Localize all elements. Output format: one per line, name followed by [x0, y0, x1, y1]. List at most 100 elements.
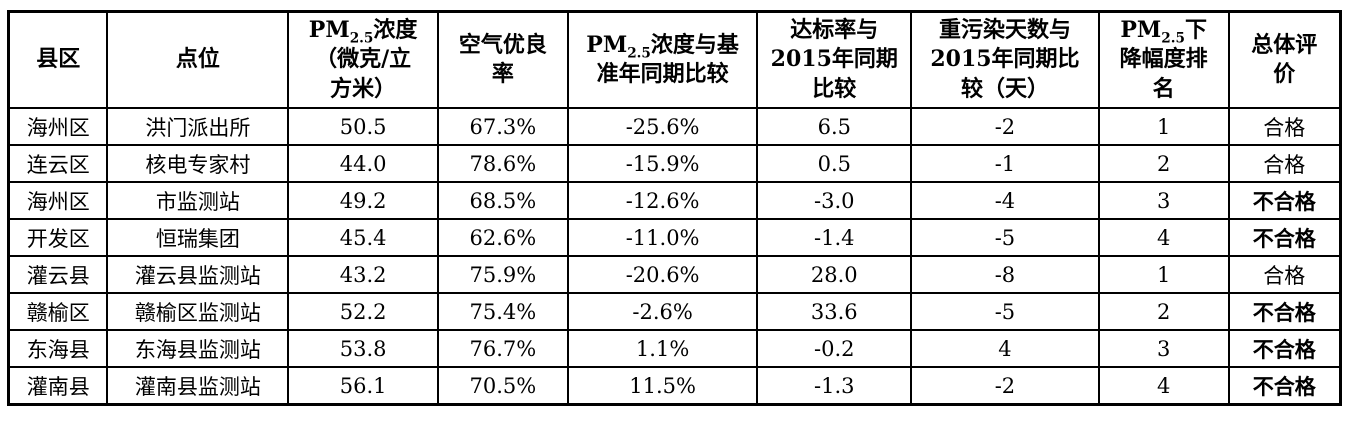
air-quality-table: 县区 点位 PM2.5浓度 （微克/立 方米） 空气优良 率 PM2.5浓度与基 准年同… [7, 10, 1342, 406]
column-header-evaluation: 总体评 价 [1227, 10, 1342, 109]
table-row: 灌云县 灌云县监测站 43.2 75.9% -20.6% 28.0 -8 1 合格 [7, 255, 1342, 294]
cell-evaluation: 不合格 [1227, 292, 1342, 331]
cell-heavy_days_vs_2015: -2 [910, 107, 1100, 146]
cell-pm25: 52.2 [287, 292, 439, 331]
cell-site: 核电专家村 [106, 144, 290, 183]
cell-pm25_vs_base: -12.6% [566, 181, 759, 220]
cell-site: 市监测站 [106, 181, 290, 220]
cell-good_rate: 76.7% [436, 329, 569, 368]
cell-evaluation: 合格 [1227, 107, 1342, 146]
header-label-part: 重污染天数与 2015年同期比 较（天） [930, 17, 1080, 102]
cell-attain_vs_2015: -1.4 [756, 218, 913, 257]
cell-pm25_vs_base: 11.5% [566, 366, 759, 406]
cell-good_rate: 75.4% [436, 292, 569, 331]
cell-good_rate: 78.6% [436, 144, 569, 183]
cell-pm25_rank: 4 [1097, 218, 1230, 257]
header-label-part: 达标率与 2015年同期 比较 [770, 17, 898, 102]
cell-attain_vs_2015: -1.3 [756, 366, 913, 406]
cell-attain_vs_2015: -0.2 [756, 329, 913, 368]
cell-heavy_days_vs_2015: -1 [910, 144, 1100, 183]
table-body: 海州区 洪门派出所 50.5 67.3% -25.6% 6.5 -2 1 合格 连云区 核电专家村 4… [7, 107, 1342, 406]
cell-heavy_days_vs_2015: 4 [910, 329, 1100, 368]
pm25-subscript: 2.5 [1161, 30, 1185, 47]
cell-good_rate: 70.5% [436, 366, 569, 406]
cell-good_rate: 67.3% [436, 107, 569, 146]
cell-district: 海州区 [7, 107, 109, 146]
cell-attain_vs_2015: -3.0 [756, 181, 913, 220]
table-row: 开发区 恒瑞集团 45.4 62.6% -11.0% -1.4 -5 4 不合格 [7, 218, 1342, 257]
cell-pm25_vs_base: -25.6% [566, 107, 759, 146]
table-row: 赣榆区 赣榆区监测站 52.2 75.4% -2.6% 33.6 -5 2 不合格 [7, 292, 1342, 331]
cell-pm25_vs_base: -15.9% [566, 144, 759, 183]
cell-pm25_vs_base: -11.0% [566, 218, 759, 257]
table-row: 东海县 东海县监测站 53.8 76.7% 1.1% -0.2 4 3 不合格 [7, 329, 1342, 368]
column-header-pm25_vs_base: PM2.5浓度与基 准年同期比较 [566, 10, 759, 109]
cell-district: 东海县 [7, 329, 109, 368]
cell-pm25_rank: 3 [1097, 181, 1230, 220]
header-label-part: 下 降幅度排 名 [1119, 17, 1208, 102]
column-header-attain_vs_2015: 达标率与 2015年同期 比较 [756, 10, 913, 109]
header-row: 县区 点位 PM2.5浓度 （微克/立 方米） 空气优良 率 PM2.5浓度与基 准年同… [7, 10, 1342, 109]
cell-pm25_vs_base: -2.6% [566, 292, 759, 331]
cell-district: 海州区 [7, 181, 109, 220]
column-header-pm25_rank: PM2.5下 降幅度排 名 [1097, 10, 1230, 109]
cell-pm25: 56.1 [287, 366, 439, 406]
cell-heavy_days_vs_2015: -4 [910, 181, 1100, 220]
cell-good_rate: 62.6% [436, 218, 569, 257]
table-row: 海州区 洪门派出所 50.5 67.3% -25.6% 6.5 -2 1 合格 [7, 107, 1342, 146]
header-label-part: PM [1120, 17, 1162, 44]
table-head: 县区 点位 PM2.5浓度 （微克/立 方米） 空气优良 率 PM2.5浓度与基 准年同… [7, 10, 1342, 109]
cell-district: 连云区 [7, 144, 109, 183]
cell-attain_vs_2015: 28.0 [756, 255, 913, 294]
cell-pm25: 45.4 [287, 218, 439, 257]
header-label-part: PM [586, 31, 628, 58]
column-header-site: 点位 [106, 10, 290, 109]
cell-site: 灌云县监测站 [106, 255, 290, 294]
cell-attain_vs_2015: 6.5 [756, 107, 913, 146]
cell-district: 灌云县 [7, 255, 109, 294]
table-row: 灌南县 灌南县监测站 56.1 70.5% 11.5% -1.3 -2 4 不合格 [7, 366, 1342, 406]
cell-heavy_days_vs_2015: -2 [910, 366, 1100, 406]
cell-pm25: 49.2 [287, 181, 439, 220]
header-label-part: 空气优良 率 [458, 31, 547, 87]
table-row: 连云区 核电专家村 44.0 78.6% -15.9% 0.5 -1 2 合格 [7, 144, 1342, 183]
cell-site: 赣榆区监测站 [106, 292, 290, 331]
cell-evaluation: 合格 [1227, 144, 1342, 183]
cell-pm25_rank: 1 [1097, 255, 1230, 294]
cell-good_rate: 68.5% [436, 181, 569, 220]
cell-evaluation: 不合格 [1227, 329, 1342, 368]
header-label-part: PM [308, 17, 350, 44]
cell-attain_vs_2015: 0.5 [756, 144, 913, 183]
cell-heavy_days_vs_2015: -8 [910, 255, 1100, 294]
pm25-subscript: 2.5 [627, 45, 651, 62]
header-label-part: 点位 [175, 46, 220, 73]
cell-district: 灌南县 [7, 366, 109, 406]
cell-good_rate: 75.9% [436, 255, 569, 294]
cell-pm25: 44.0 [287, 144, 439, 183]
cell-pm25_rank: 2 [1097, 144, 1230, 183]
cell-pm25_rank: 4 [1097, 366, 1230, 406]
column-header-pm25: PM2.5浓度 （微克/立 方米） [287, 10, 439, 109]
header-label-part: 浓度 （微克/立 方米） [315, 17, 418, 102]
cell-site: 洪门派出所 [106, 107, 290, 146]
cell-pm25_rank: 3 [1097, 329, 1230, 368]
cell-pm25_rank: 1 [1097, 107, 1230, 146]
cell-evaluation: 不合格 [1227, 366, 1342, 406]
cell-evaluation: 不合格 [1227, 181, 1342, 220]
column-header-district: 县区 [7, 10, 109, 109]
cell-pm25_vs_base: 1.1% [566, 329, 759, 368]
table-row: 海州区 市监测站 49.2 68.5% -12.6% -3.0 -4 3 不合格 [7, 181, 1342, 220]
cell-pm25_vs_base: -20.6% [566, 255, 759, 294]
pm25-subscript: 2.5 [349, 30, 374, 47]
cell-site: 恒瑞集团 [106, 218, 290, 257]
cell-evaluation: 合格 [1227, 255, 1342, 294]
cell-attain_vs_2015: 33.6 [756, 292, 913, 331]
column-header-heavy_days_vs_2015: 重污染天数与 2015年同期比 较（天） [910, 10, 1100, 109]
cell-pm25: 50.5 [287, 107, 439, 146]
cell-district: 赣榆区 [7, 292, 109, 331]
column-header-good_rate: 空气优良 率 [436, 10, 569, 109]
cell-pm25_rank: 2 [1097, 292, 1230, 331]
cell-district: 开发区 [7, 218, 109, 257]
cell-evaluation: 不合格 [1227, 218, 1342, 257]
